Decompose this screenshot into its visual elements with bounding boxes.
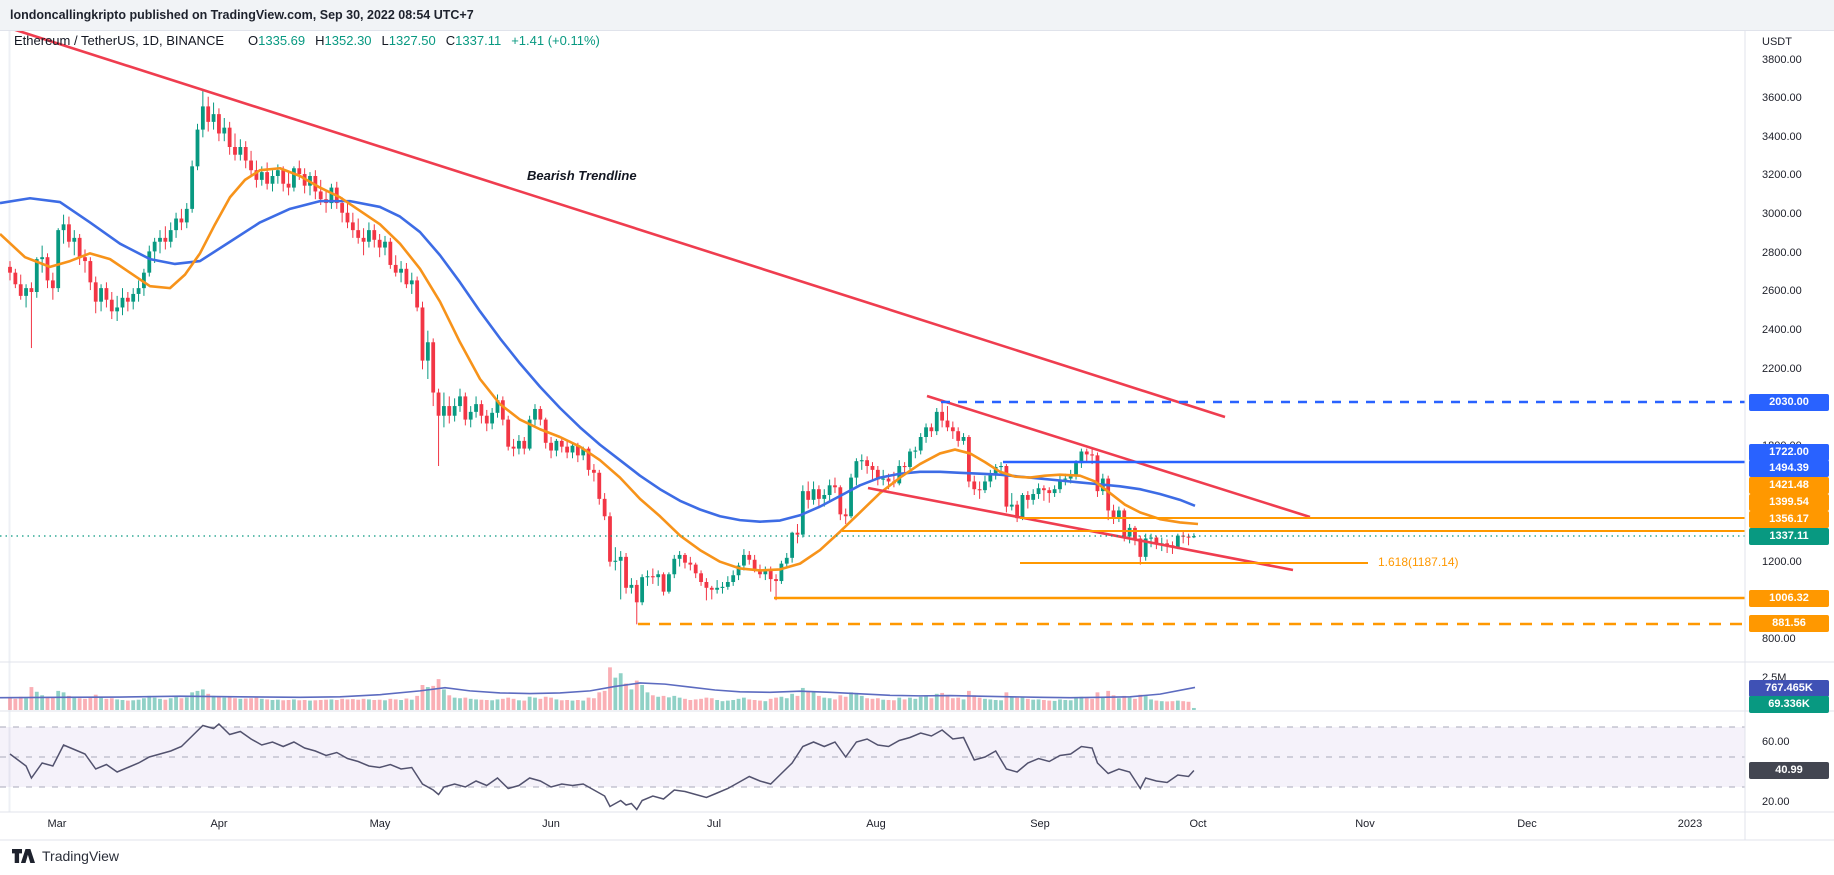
indicator-tick: 60.00: [1762, 735, 1790, 748]
ohlc-value: 1337.11: [455, 33, 502, 48]
price-tick: 800.00: [1762, 633, 1796, 646]
change-value: +1.41 (+0.11%): [511, 33, 600, 48]
time-axis-label: Apr: [210, 818, 228, 830]
ohlc-key: H: [315, 33, 325, 48]
price-badge: 1006.32: [1749, 589, 1829, 607]
ohlc-value: 1352.30: [324, 33, 372, 48]
symbol-header[interactable]: Ethereum / TetherUS, 1D, BINANCE O1335.69…: [14, 33, 600, 48]
price-badge: 1494.39: [1749, 459, 1829, 477]
time-axis-label: Dec: [1517, 818, 1537, 830]
price-badge: 767.465K: [1749, 679, 1829, 697]
candles: [8, 88, 1196, 625]
time-axis-label: May: [369, 818, 391, 830]
time-axis-label: Jul: [706, 818, 722, 830]
price-badge: 40.99: [1749, 761, 1829, 779]
fib-level-label[interactable]: 1.618(1187.14): [1378, 555, 1459, 569]
time-axis-label: Jun: [542, 818, 560, 830]
ma-fast-line: [0, 166, 1199, 572]
price-tick: 3400.00: [1762, 130, 1802, 143]
price-tick: 3800.00: [1762, 53, 1802, 66]
publish-info: londoncallingkripto published on Trading…: [10, 8, 474, 22]
volume-bars: [8, 667, 1196, 710]
price-tick: 2200.00: [1762, 362, 1802, 375]
bearish-trendline[interactable]: [0, 23, 1226, 419]
price-badge: 1356.17: [1749, 510, 1829, 528]
price-badge: 1399.54: [1749, 493, 1829, 511]
tradingview-logo-icon: [12, 849, 35, 863]
price-tick: 3200.00: [1762, 169, 1802, 182]
rsi-panel: [0, 726, 1745, 788]
ohlc-key: C: [445, 33, 456, 48]
price-tick: 2800.00: [1762, 246, 1802, 259]
publish-topbar: londoncallingkripto published on Trading…: [0, 0, 1834, 31]
time-axis-label: Nov: [1355, 818, 1375, 830]
price-badge: 1421.48: [1749, 476, 1829, 494]
rsi-line: [9, 722, 1195, 811]
indicator-tick: 20.00: [1762, 795, 1790, 808]
ohlc-key: O: [248, 33, 259, 48]
price-tick: 1200.00: [1762, 556, 1802, 569]
time-axis-label: Oct: [1189, 818, 1207, 830]
axis-currency-label: USDT: [1762, 36, 1792, 48]
price-badge: 881.56: [1749, 614, 1829, 632]
time-axis-label: 2023: [1677, 818, 1703, 830]
ohlc-key: L: [381, 33, 389, 48]
price-tick: 3000.00: [1762, 208, 1802, 221]
time-axis-label: Sep: [1030, 818, 1050, 830]
tradingview-logo-text: TradingView: [42, 848, 120, 864]
time-axis-label: Mar: [47, 818, 67, 830]
ohlc-value: 1327.50: [388, 33, 436, 48]
volume-ma-line: [0, 682, 1196, 699]
price-badge: 1337.11: [1749, 527, 1829, 545]
price-tick: 3600.00: [1762, 92, 1802, 105]
price-badge: 69.336K: [1749, 695, 1829, 713]
bearish-trendline-label[interactable]: Bearish Trendline: [527, 168, 637, 183]
price-badge: 2030.00: [1749, 393, 1829, 411]
ohlc-value: 1335.69: [258, 33, 306, 48]
price-tick: 2600.00: [1762, 285, 1802, 298]
time-axis-label: Aug: [866, 818, 886, 830]
symbol-title: Ethereum / TetherUS, 1D, BINANCE: [14, 33, 225, 48]
trendline-3[interactable]: [867, 486, 1294, 572]
trendline-2[interactable]: [926, 394, 1311, 519]
tradingview-footer[interactable]: TradingView: [12, 848, 119, 864]
ohlc-values: O1335.69 H1352.30 L1327.50 C1337.11: [238, 33, 501, 48]
price-tick: 2400.00: [1762, 324, 1802, 337]
price-badge: 1722.00: [1749, 443, 1829, 461]
